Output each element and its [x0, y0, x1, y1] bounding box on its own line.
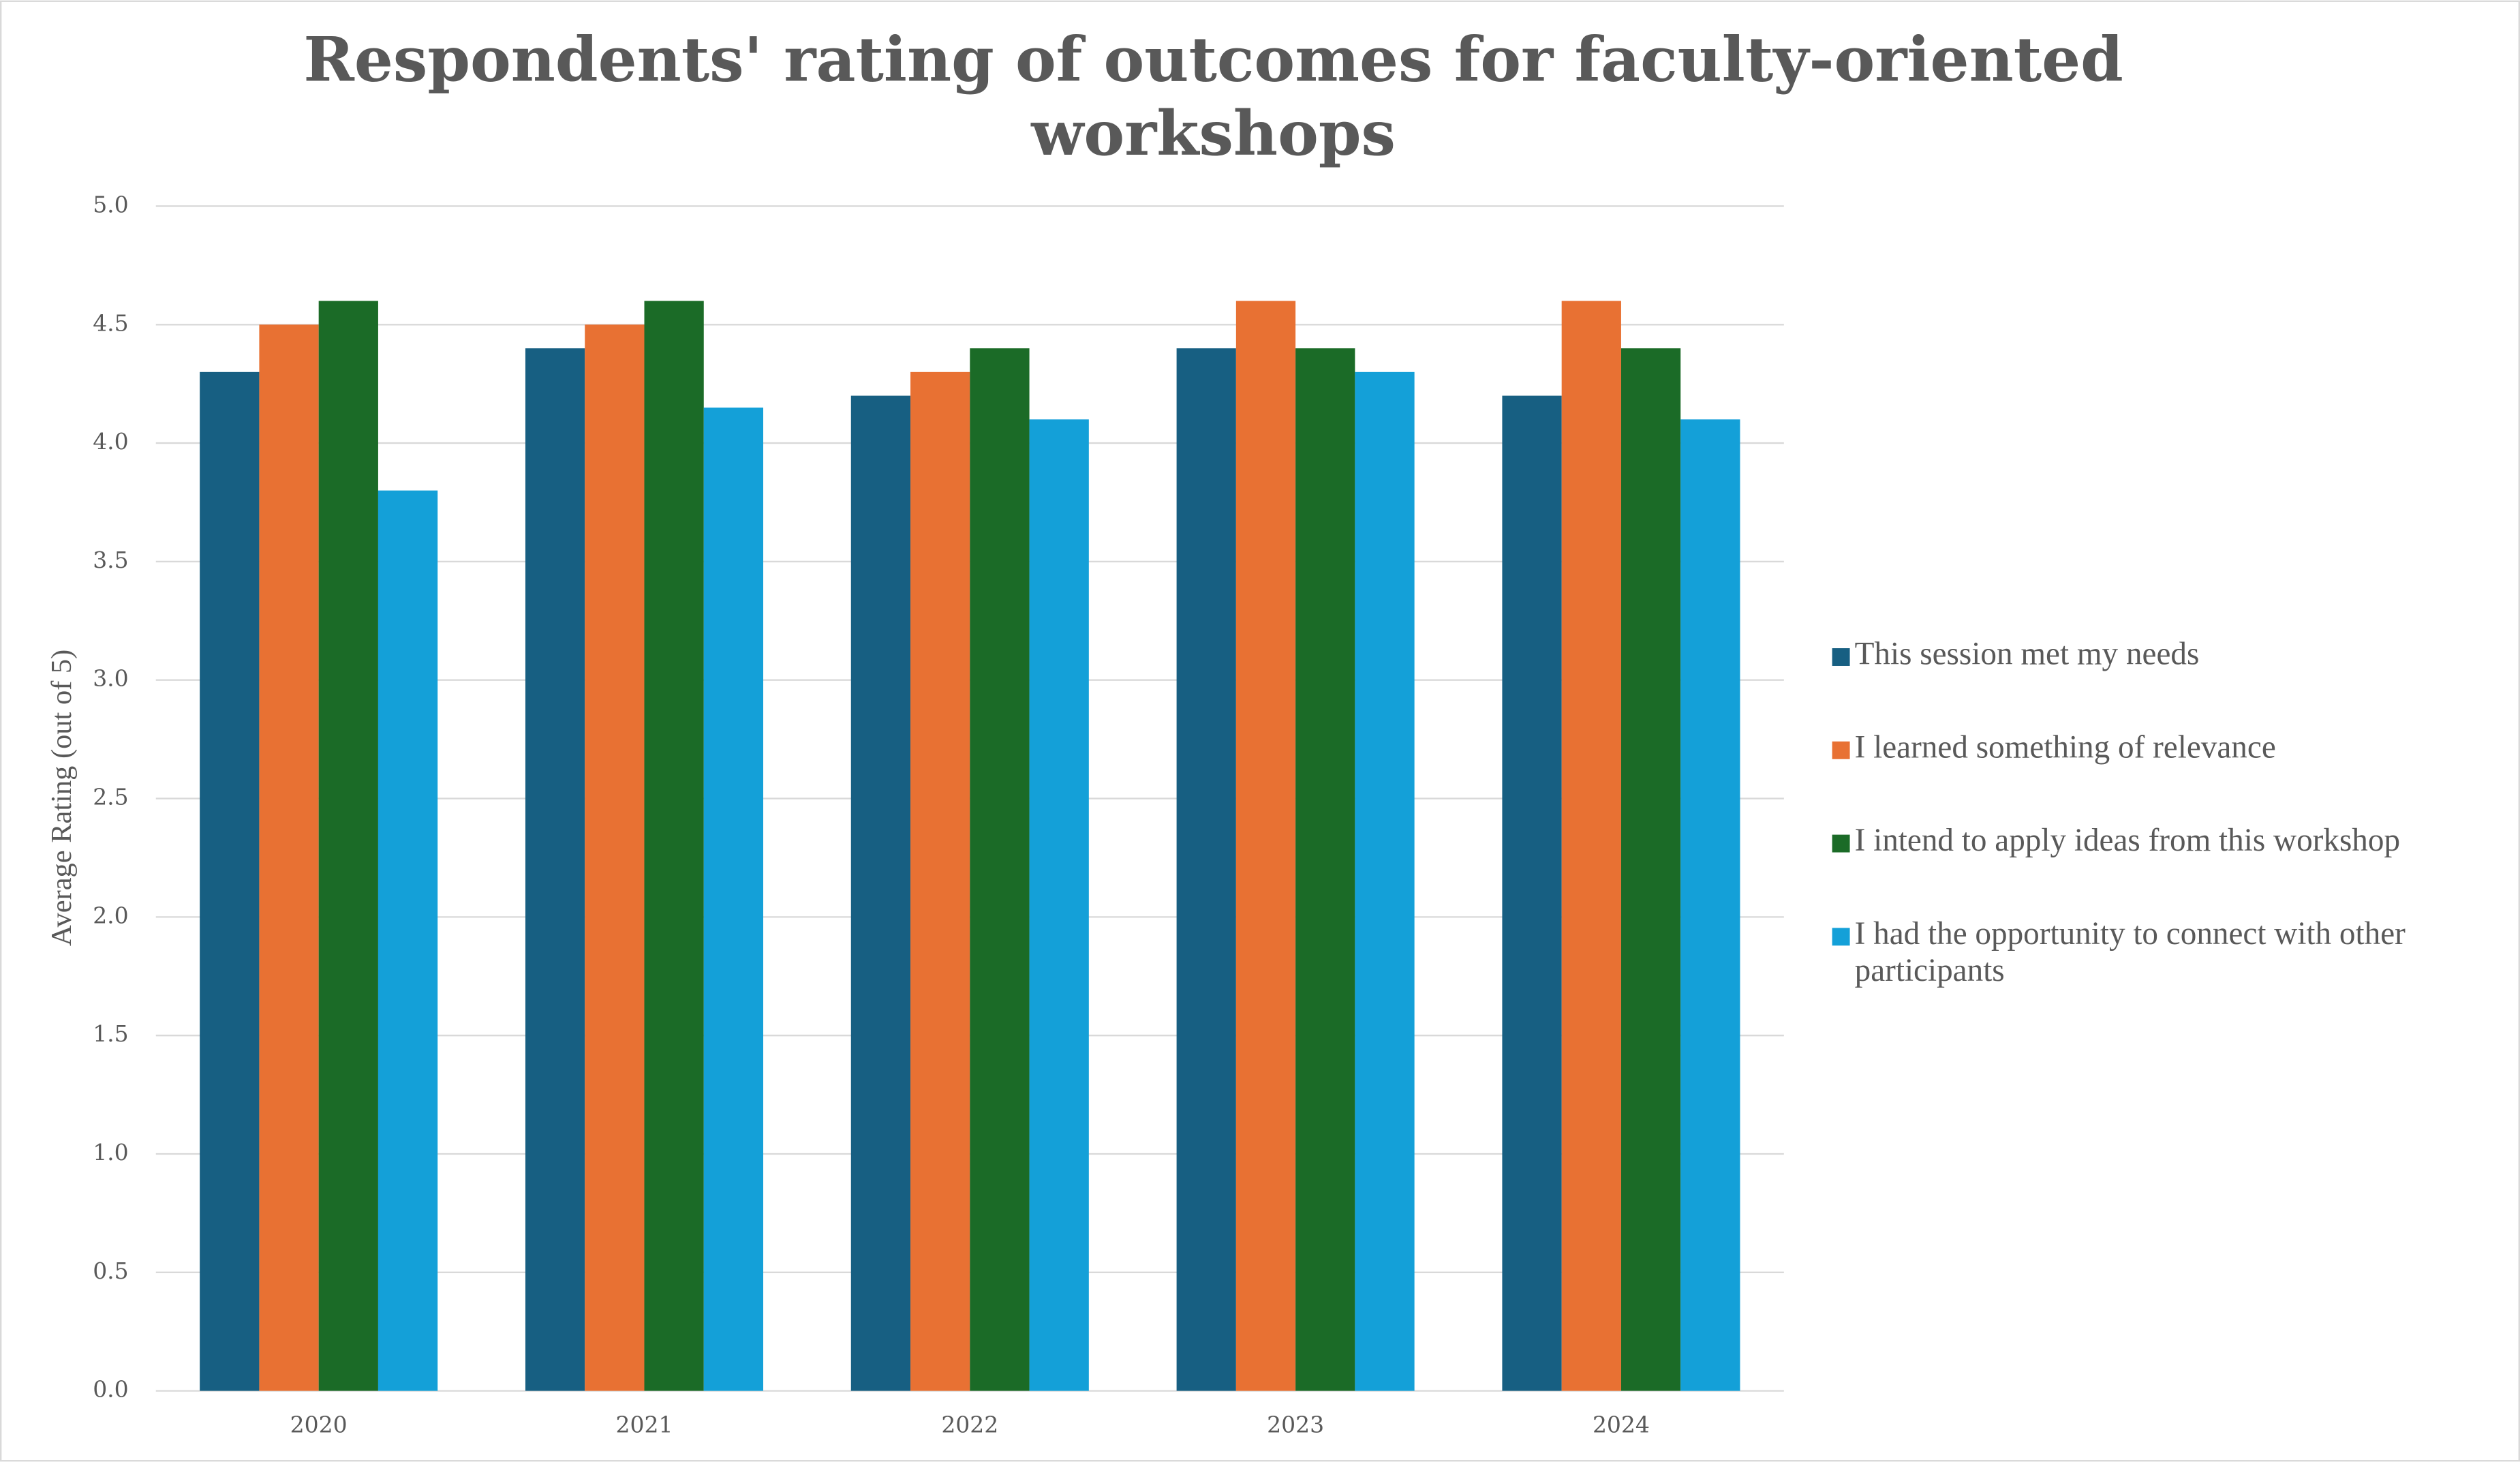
y-tick-label: 4.0: [93, 428, 128, 455]
bar: [1029, 419, 1089, 1391]
y-tick-label: 4.5: [93, 309, 128, 336]
bar: [378, 490, 438, 1391]
title-box: Respondents' rating of outcomes for facu…: [303, 22, 2123, 170]
legend-swatch: [1832, 741, 1850, 759]
y-axis-label: Average Rating (out of 5): [46, 650, 78, 946]
legend-swatch: [1832, 834, 1850, 853]
bar: [1502, 395, 1562, 1391]
y-tick-label: 1.0: [93, 1139, 128, 1166]
bar: [703, 407, 764, 1391]
y-tick-label: 2.5: [93, 784, 128, 810]
bar: [1295, 348, 1355, 1391]
bar: [1355, 371, 1415, 1391]
x-tick-label: 2020: [290, 1412, 348, 1438]
bar: [644, 301, 704, 1391]
bar: [1680, 419, 1740, 1391]
bar: [200, 371, 260, 1391]
x-tick-label: 2021: [615, 1412, 673, 1438]
bar: [970, 348, 1030, 1391]
y-tick-label: 0.5: [93, 1258, 128, 1284]
bar: [1176, 348, 1236, 1391]
bar: [1620, 348, 1681, 1391]
legend-entry: I had the opportunity to connect with ot…: [1854, 916, 2406, 990]
bar: [318, 301, 378, 1391]
y-tick-label: 5.0: [93, 191, 128, 217]
bar: [585, 324, 645, 1391]
y-tick-label: 1.5: [93, 1020, 128, 1047]
x-tick-label: 2023: [1267, 1412, 1324, 1438]
bar: [850, 395, 911, 1391]
y-tick-label: 3.5: [93, 547, 128, 573]
legend-label: I had the opportunity to connect with ot…: [1854, 916, 2406, 990]
legend-swatch: [1832, 928, 1850, 946]
y-tick-label: 0.0: [93, 1376, 128, 1403]
bar: [259, 324, 319, 1391]
bar: [1235, 301, 1296, 1391]
legend-label: I learned something of relevance: [1854, 730, 2276, 766]
bar: [525, 348, 585, 1391]
chart-title: Respondents' rating of outcomes for facu…: [303, 22, 2123, 170]
legend-label: I intend to apply ideas from this worksh…: [1854, 823, 2401, 859]
y-tick-label: 2.0: [93, 902, 128, 928]
legend-label: This session met my needs: [1854, 637, 2200, 673]
x-tick-label: 2024: [1593, 1412, 1650, 1438]
legend-entry: I intend to apply ideas from this worksh…: [1854, 823, 2401, 859]
legend-entry: I learned something of relevance: [1854, 730, 2276, 766]
y-tick-label: 3.0: [93, 665, 128, 692]
legend-swatch: [1832, 648, 1850, 666]
bar: [910, 371, 970, 1391]
legend-entry: This session met my needs: [1854, 637, 2200, 673]
bar: [1561, 301, 1621, 1391]
x-tick-label: 2022: [941, 1412, 998, 1438]
